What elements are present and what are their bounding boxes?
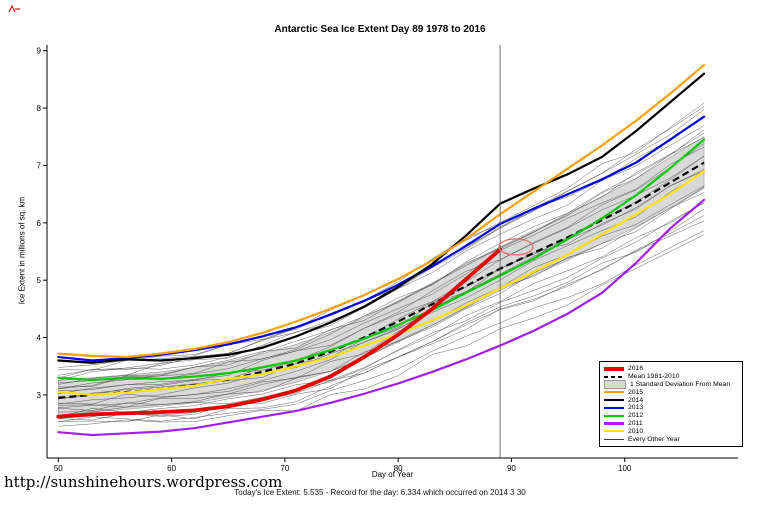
other-year-line [58, 156, 705, 395]
legend-item-2015: 2015 [604, 388, 738, 396]
x-tick-label: 70 [280, 464, 289, 473]
legend-swatch [604, 367, 624, 371]
y-tick-label: 4 [37, 334, 42, 343]
legend-item-2013: 2013 [604, 404, 738, 412]
legend-item-every-other-year: Every Other Year [604, 435, 738, 443]
legend-swatch [604, 438, 624, 440]
series-line-2013 [57, 115, 706, 362]
series-line-2014 [57, 72, 706, 364]
legend-label: Every Other Year [628, 435, 680, 443]
legend-swatch [604, 375, 624, 378]
chart-title: Antarctic Sea Ice Extent Day 89 1978 to … [274, 24, 486, 35]
x-tick-label: 90 [507, 464, 516, 473]
series-line-2012 [57, 138, 706, 382]
legend-label: 2016 [628, 365, 644, 373]
legend-item-1-standard-deviation-from-mean: 1 Standard Deviation From Mean [604, 380, 738, 389]
legend-item-mean-1981-2010: Mean 1981-2010 [604, 373, 738, 381]
other-year-line [58, 137, 705, 384]
other-year-line [58, 171, 705, 405]
legend-label: 2015 [628, 388, 644, 396]
other-year-line [58, 234, 705, 427]
legend-item-2011: 2011 [604, 420, 738, 428]
legend-swatch [604, 398, 624, 402]
legend-label: 1 Standard Deviation From Mean [630, 380, 731, 388]
other-year-line [58, 169, 705, 400]
y-tick-label: 5 [37, 276, 42, 285]
footer-url: http://sunshinehours.wordpress.com [4, 473, 283, 491]
legend-swatch [604, 406, 624, 409]
legend-label: 2013 [628, 404, 644, 412]
corner-mark-icon [8, 4, 20, 13]
other-year-line [58, 132, 705, 390]
y-tick-label: 7 [37, 161, 42, 170]
legend-item-2010: 2010 [604, 427, 738, 435]
y-tick-label: 9 [37, 47, 42, 56]
y-tick-label: 6 [37, 219, 42, 228]
other-year-line [58, 230, 705, 423]
legend-swatch [604, 422, 624, 425]
series-line-2010 [57, 170, 706, 397]
other-year-line [58, 146, 705, 390]
legend-label: Mean 1981-2010 [628, 373, 680, 381]
today-annotation-ellipse [498, 238, 534, 256]
y-axis-label: Ice Extent in millions of sq. km [17, 196, 27, 305]
y-tick-label: 3 [37, 391, 42, 400]
series-line-2011 [57, 198, 706, 437]
legend-swatch [604, 430, 624, 433]
legend-label: 2010 [628, 427, 644, 435]
other-year-line [58, 116, 705, 379]
legend-item-2016: 2016 [604, 365, 738, 373]
series-line-2015 [57, 63, 706, 359]
other-year-line [58, 129, 705, 388]
legend-item-2012: 2012 [604, 412, 738, 420]
legend-swatch [604, 414, 624, 417]
other-year-line [58, 170, 705, 405]
chart-legend: 2016 Mean 1981-2010 1 Standard Deviation F… [599, 361, 743, 447]
x-tick-label: 80 [394, 464, 403, 473]
legend-item-2014: 2014 [604, 396, 738, 404]
y-tick-label: 8 [37, 104, 42, 113]
x-axis-label: Day of Year [371, 470, 414, 479]
other-year-line [58, 220, 705, 417]
other-year-line [58, 208, 705, 421]
legend-swatch [604, 391, 624, 394]
legend-swatch [604, 380, 626, 389]
legend-label: 2012 [628, 412, 644, 420]
x-tick-label: 60 [167, 464, 176, 473]
other-year-line [58, 185, 705, 409]
ice-extent-caption: Today's Ice Extent: 5.535 - Record for t… [234, 488, 526, 497]
x-tick-label: 100 [618, 464, 632, 473]
legend-label: 2014 [628, 396, 644, 404]
legend-label: 2011 [628, 419, 643, 427]
x-tick-label: 50 [54, 464, 63, 473]
other-year-line [58, 106, 705, 368]
series-line-2016 [56, 247, 503, 419]
other-year-line [58, 192, 705, 411]
other-year-line [58, 143, 705, 392]
